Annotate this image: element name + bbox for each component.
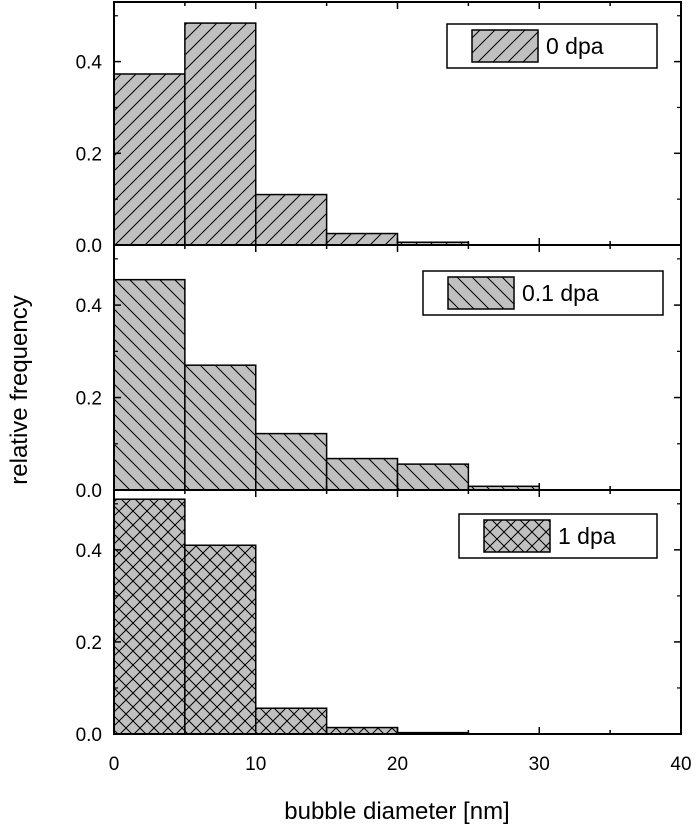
y-tick-label: 0.0 xyxy=(76,725,102,746)
y-tick-label: 0.2 xyxy=(76,389,102,410)
panel-2: 0.0 0.2 0.4 0.1 dpa xyxy=(76,244,682,502)
legend-label: 0.1 dpa xyxy=(522,280,599,306)
legend-label: 0 dpa xyxy=(546,33,604,59)
y-tick-label: 0.4 xyxy=(76,541,103,562)
panels-group: 0.0 0.2 0.4 0 dpa 0.0 0.2 0.4 0.1 dpa 0.0 0.2 0.4 1… xyxy=(76,1,692,775)
y-tick-label: 0.4 xyxy=(76,53,103,74)
legend: 0.1 dpa xyxy=(422,270,664,316)
histogram-bar xyxy=(113,278,186,491)
legend-swatch xyxy=(471,29,539,63)
histogram-bar xyxy=(255,193,328,246)
panel-3: 0.0 0.2 0.4 1 dpa xyxy=(76,489,682,746)
y-axis-title: relative frequency xyxy=(6,295,33,484)
histogram-bar xyxy=(184,544,257,735)
y-tick-label: 0.0 xyxy=(76,236,102,257)
histogram-bar xyxy=(113,498,186,735)
panel-1: 0.0 0.2 0.4 0 dpa xyxy=(76,1,682,257)
x-tick-label: 30 xyxy=(529,754,550,775)
y-tick-label: 0.2 xyxy=(76,144,102,165)
histogram-bar xyxy=(255,432,328,491)
x-axis-title: bubble diameter [nm] xyxy=(284,798,509,825)
y-tick-label: 0.4 xyxy=(76,296,103,317)
legend: 1 dpa xyxy=(458,513,658,559)
legend-label: 1 dpa xyxy=(558,523,616,549)
legend-swatch xyxy=(483,519,551,553)
histogram-bar xyxy=(184,364,257,491)
x-tick-label: 0 xyxy=(109,754,120,775)
legend-swatch xyxy=(447,276,515,310)
x-tick-label: 40 xyxy=(670,754,691,775)
legend: 0 dpa xyxy=(446,23,658,69)
histogram-bar xyxy=(255,707,328,735)
y-tick-label: 0.0 xyxy=(76,481,102,502)
y-tick-label: 0.2 xyxy=(76,633,102,654)
x-tick-label: 10 xyxy=(245,754,266,775)
histogram-bar xyxy=(113,73,186,246)
histogram-bar xyxy=(325,457,399,491)
x-tick-labels: 0 10 20 30 40 xyxy=(109,754,692,775)
x-tick-label: 20 xyxy=(387,754,408,775)
histogram-bar xyxy=(184,22,257,246)
histogram-bar xyxy=(325,232,399,246)
histogram-bar xyxy=(396,463,470,491)
